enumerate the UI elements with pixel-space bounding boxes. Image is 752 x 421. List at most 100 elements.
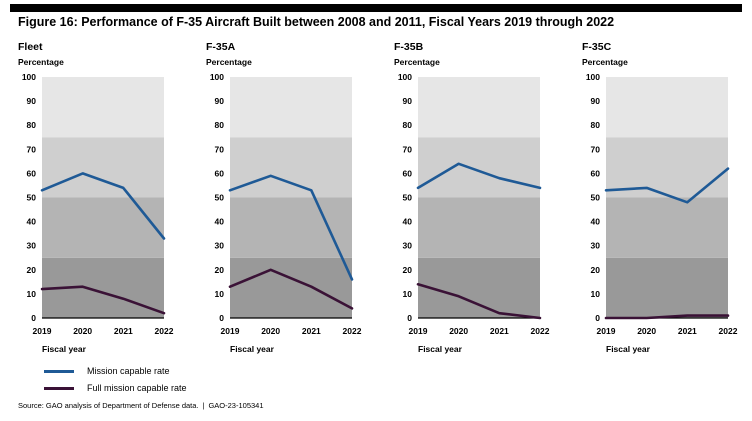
y-tick-label: 20 <box>403 265 413 275</box>
legend-swatch-full-mission-capable <box>44 387 74 390</box>
y-tick-label: 100 <box>210 72 224 82</box>
y-tick-label: 80 <box>403 120 413 130</box>
y-tick-label: 100 <box>22 72 36 82</box>
y-axis-label-f-35c: Percentage <box>582 57 628 67</box>
y-tick-label: 100 <box>398 72 412 82</box>
x-tick-label: 2020 <box>73 326 92 336</box>
y-tick-label: 10 <box>591 289 601 299</box>
y-tick-label: 60 <box>591 168 601 178</box>
x-tick-label: 2022 <box>531 326 550 336</box>
small-multiples-chart: FleetPercentage0102030405060708090100201… <box>18 41 738 354</box>
x-tick-label: 2019 <box>221 326 240 336</box>
y-tick-label: 90 <box>591 96 601 106</box>
source-text: Source: GAO analysis of Department of De… <box>18 401 199 410</box>
source-separator: | <box>202 401 205 410</box>
band-f-35a-0 <box>230 257 352 318</box>
y-tick-label: 20 <box>215 265 225 275</box>
x-tick-label: 2020 <box>261 326 280 336</box>
y-tick-label: 70 <box>27 144 37 154</box>
band-f-35c-0 <box>606 257 728 318</box>
x-axis-label-f-35c: Fiscal year <box>606 344 651 354</box>
x-tick-label: 2022 <box>719 326 738 336</box>
y-tick-label: 20 <box>591 265 601 275</box>
panel-title-f-35a: F-35A <box>206 41 236 53</box>
mission-capable-line-f-35c <box>604 167 730 204</box>
legend-swatch-mission-capable <box>44 370 74 373</box>
x-tick-label: 2019 <box>597 326 616 336</box>
x-tick-label: 2019 <box>409 326 428 336</box>
band-f-35a-3 <box>230 77 352 138</box>
x-tick-label: 2021 <box>490 326 509 336</box>
y-tick-label: 100 <box>586 72 600 82</box>
y-tick-label: 40 <box>27 217 37 227</box>
y-tick-label: 10 <box>215 289 225 299</box>
band-f-35a-2 <box>230 137 352 198</box>
y-axis-label-f-35b: Percentage <box>394 57 440 67</box>
y-tick-label: 10 <box>403 289 413 299</box>
x-tick-label: 2022 <box>343 326 362 336</box>
x-tick-label: 2022 <box>155 326 174 336</box>
x-tick-label: 2021 <box>114 326 133 336</box>
full-mission-capable-line-f-35b <box>416 282 542 320</box>
figure-title: Figure 16: Performance of F-35 Aircraft … <box>18 15 615 29</box>
mission-capable-line-f-35a <box>228 174 354 281</box>
band-f-35c-3 <box>606 77 728 138</box>
y-tick-label: 30 <box>215 241 225 251</box>
band-f-35b-1 <box>418 197 540 258</box>
y-tick-label: 50 <box>403 193 413 203</box>
full-mission-capable-line-fleet <box>40 285 166 315</box>
y-tick-label: 50 <box>591 193 601 203</box>
x-tick-label: 2019 <box>33 326 52 336</box>
y-tick-label: 90 <box>27 96 37 106</box>
y-tick-label: 0 <box>31 313 36 323</box>
panel-title-f-35b: F-35B <box>394 41 424 53</box>
source-note: Source: GAO analysis of Department of De… <box>18 401 264 410</box>
panel-title-f-35c: F-35C <box>582 41 612 53</box>
band-f-35b-2 <box>418 137 540 198</box>
band-fleet-2 <box>42 137 164 198</box>
y-tick-label: 40 <box>403 217 413 227</box>
y-tick-label: 30 <box>403 241 413 251</box>
x-tick-label: 2021 <box>678 326 697 336</box>
y-tick-label: 90 <box>403 96 413 106</box>
x-axis-label-f-35b: Fiscal year <box>418 344 463 354</box>
y-tick-label: 80 <box>27 120 37 130</box>
report-id: GAO-23-105341 <box>208 401 264 410</box>
y-tick-label: 0 <box>595 313 600 323</box>
y-tick-label: 30 <box>591 241 601 251</box>
legend-label-full-mission-capable: Full mission capable rate <box>87 383 187 393</box>
y-tick-label: 90 <box>215 96 225 106</box>
y-tick-label: 70 <box>215 144 225 154</box>
x-tick-label: 2020 <box>449 326 468 336</box>
legend-label-mission-capable: Mission capable rate <box>87 366 170 376</box>
y-tick-label: 70 <box>403 144 413 154</box>
mission-capable-line-fleet <box>40 172 166 240</box>
band-f-35b-3 <box>418 77 540 138</box>
y-tick-label: 80 <box>591 120 601 130</box>
y-tick-label: 50 <box>27 193 37 203</box>
y-tick-label: 60 <box>403 168 413 178</box>
band-fleet-1 <box>42 197 164 258</box>
y-tick-label: 20 <box>27 265 37 275</box>
y-tick-label: 70 <box>591 144 601 154</box>
full-mission-capable-line-f-35c <box>604 314 730 320</box>
y-tick-label: 40 <box>215 217 225 227</box>
full-mission-capable-line-f-35a <box>228 268 354 310</box>
y-tick-label: 0 <box>219 313 224 323</box>
x-tick-label: 2020 <box>637 326 656 336</box>
x-tick-label: 2021 <box>302 326 321 336</box>
y-tick-label: 60 <box>27 168 37 178</box>
band-f-35a-1 <box>230 197 352 258</box>
x-axis-label-f-35a: Fiscal year <box>230 344 275 354</box>
y-tick-label: 50 <box>215 193 225 203</box>
y-tick-label: 0 <box>407 313 412 323</box>
y-tick-label: 60 <box>215 168 225 178</box>
panel-title-fleet: Fleet <box>18 41 43 53</box>
y-tick-label: 30 <box>27 241 37 251</box>
y-axis-label-fleet: Percentage <box>18 57 64 67</box>
x-axis-label-fleet: Fiscal year <box>42 344 87 354</box>
y-axis-label-f-35a: Percentage <box>206 57 252 67</box>
band-f-35c-1 <box>606 197 728 258</box>
title-rule <box>10 4 742 12</box>
band-f-35c-2 <box>606 137 728 198</box>
